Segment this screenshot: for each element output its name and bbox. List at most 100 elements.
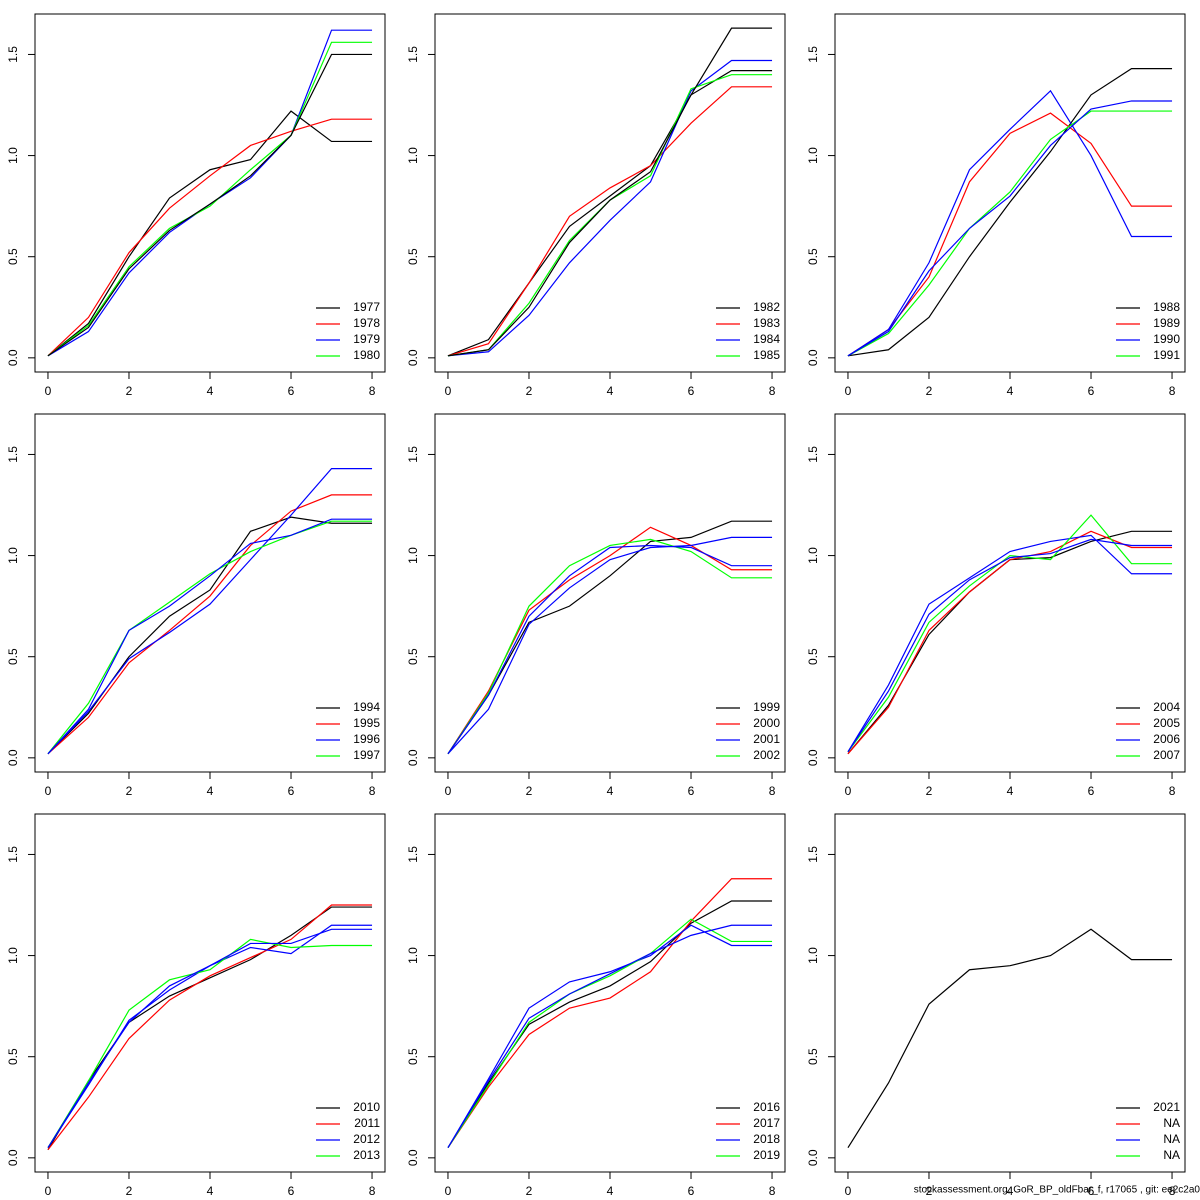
legend-label: 1978 (353, 316, 380, 330)
y-tick-label: 0.0 (6, 1149, 20, 1166)
legend-label: 2006 (1153, 732, 1180, 746)
legend-label: NA (1163, 1148, 1180, 1162)
x-tick-label: 4 (207, 384, 214, 398)
x-tick-label: 6 (688, 784, 695, 798)
legend-label: 1985 (753, 348, 780, 362)
series-line (847, 100, 1173, 357)
x-tick-label: 6 (288, 384, 295, 398)
legend-label: 2018 (753, 1132, 780, 1146)
x-tick-label: 2 (526, 1184, 533, 1198)
x-tick-label: 4 (207, 1184, 214, 1198)
y-tick-label: 0.0 (806, 349, 820, 366)
x-tick-label: 0 (845, 784, 852, 798)
y-tick-label: 1.0 (406, 147, 420, 164)
x-tick-label: 2 (126, 384, 133, 398)
x-tick-label: 8 (369, 1184, 376, 1198)
legend-label: 1984 (753, 332, 780, 346)
y-tick-label: 1.5 (806, 446, 820, 463)
x-tick-label: 6 (288, 1184, 295, 1198)
y-tick-label: 0.0 (406, 1149, 420, 1166)
y-tick-label: 0.5 (406, 648, 420, 665)
legend-label: 2002 (753, 748, 780, 762)
series-line (447, 538, 773, 755)
series-line (47, 53, 373, 357)
y-tick-label: 0.5 (406, 248, 420, 265)
y-tick-label: 0.5 (806, 648, 820, 665)
legend-label: 1980 (353, 348, 380, 362)
x-tick-label: 4 (607, 784, 614, 798)
y-tick-label: 0.5 (6, 648, 20, 665)
legend-label: NA (1163, 1132, 1180, 1146)
series-line (47, 468, 373, 755)
x-tick-label: 0 (45, 384, 52, 398)
y-tick-label: 0.0 (806, 749, 820, 766)
x-tick-label: 8 (769, 784, 776, 798)
series-line (847, 514, 1173, 753)
x-tick-label: 2 (526, 384, 533, 398)
y-tick-label: 0.0 (406, 349, 420, 366)
x-tick-label: 8 (369, 784, 376, 798)
series-line (47, 520, 373, 755)
y-tick-label: 1.0 (6, 947, 20, 964)
y-tick-label: 1.0 (806, 947, 820, 964)
y-tick-label: 0.5 (806, 1048, 820, 1065)
y-tick-label: 1.5 (406, 46, 420, 63)
legend-label: 1989 (1153, 316, 1180, 330)
series-line (47, 118, 373, 357)
y-tick-label: 0.0 (6, 349, 20, 366)
x-tick-label: 0 (45, 1184, 52, 1198)
x-tick-label: 8 (1169, 384, 1176, 398)
x-tick-label: 8 (1169, 784, 1176, 798)
x-tick-label: 2 (526, 784, 533, 798)
series-line (47, 41, 373, 357)
legend-label: 1979 (353, 332, 380, 346)
legend-label: 2010 (353, 1100, 380, 1114)
footer: stockassessment.org, GoR_BP_oldFbar_f, r… (914, 1185, 1200, 1196)
series-line (47, 938, 373, 1149)
series-line (47, 904, 373, 1151)
y-tick-label: 1.0 (6, 547, 20, 564)
y-tick-label: 1.0 (806, 147, 820, 164)
series-line (447, 918, 773, 1149)
legend-label: 2005 (1153, 716, 1180, 730)
y-tick-label: 0.5 (406, 1048, 420, 1065)
series-line (847, 68, 1173, 357)
x-tick-label: 0 (845, 1184, 852, 1198)
legend-label: 2011 (354, 1116, 380, 1130)
series-line (447, 878, 773, 1149)
series-line (847, 928, 1173, 1149)
series-line (47, 110, 373, 357)
series-line (447, 86, 773, 357)
x-tick-label: 0 (45, 784, 52, 798)
x-tick-label: 6 (688, 384, 695, 398)
series-line (47, 928, 373, 1149)
series-line (447, 27, 773, 357)
series-line (847, 110, 1173, 357)
legend-label: 1990 (1153, 332, 1180, 346)
legend-label: 1991 (1153, 348, 1180, 362)
x-tick-label: 4 (1007, 384, 1014, 398)
legend-label: 1988 (1153, 300, 1180, 314)
y-tick-label: 0.5 (6, 1048, 20, 1065)
legend-label: 2000 (753, 716, 780, 730)
y-tick-label: 1.5 (6, 46, 20, 63)
x-tick-label: 0 (445, 384, 452, 398)
x-tick-label: 6 (1088, 384, 1095, 398)
y-tick-label: 1.5 (6, 846, 20, 863)
series-line (447, 59, 773, 357)
legend-label: 1995 (353, 716, 380, 730)
x-tick-label: 4 (607, 1184, 614, 1198)
legend-label: 1996 (353, 732, 380, 746)
series-line (447, 544, 773, 755)
y-tick-label: 1.5 (6, 446, 20, 463)
x-tick-label: 8 (1169, 1184, 1176, 1198)
legend-label: 1982 (753, 300, 780, 314)
x-tick-label: 0 (445, 784, 452, 798)
legend-label: 2012 (353, 1132, 380, 1146)
x-tick-label: 2 (926, 784, 933, 798)
legend-label: NA (1163, 1116, 1180, 1130)
legend-label: 2021 (1153, 1100, 1180, 1114)
y-tick-label: 1.0 (406, 947, 420, 964)
x-tick-label: 6 (1088, 784, 1095, 798)
series-line (447, 924, 773, 1149)
